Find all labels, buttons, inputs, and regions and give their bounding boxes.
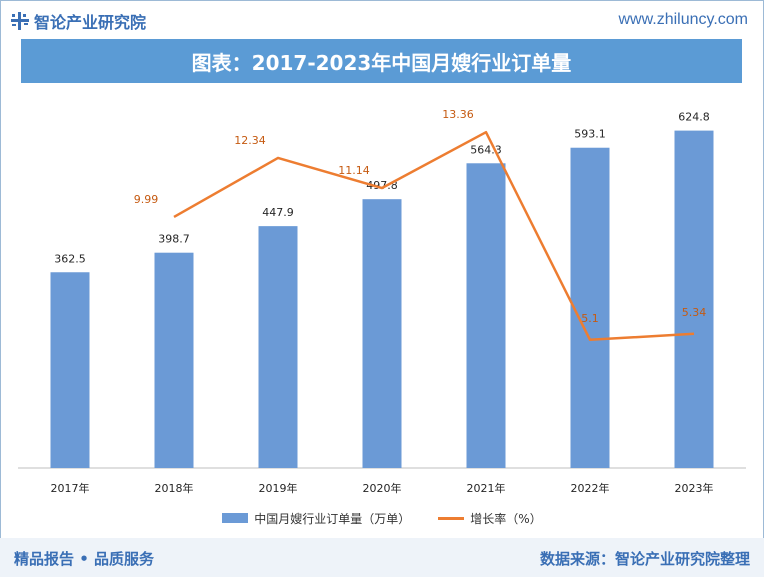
bar [154,252,194,468]
growth-rate-label: 11.14 [338,164,370,177]
top-bar: 智论产业研究院 www.zhiluncy.com [0,0,764,40]
x-tick-label: 2019年 [259,481,298,495]
bar [258,226,298,468]
legend-line-swatch [438,516,465,520]
bar-value-label: 447.9 [262,206,294,219]
bar-value-label: 624.8 [678,111,710,124]
growth-rate-label: 5.34 [682,306,707,319]
footer-source: 数据来源：智论产业研究院整理 [539,550,750,568]
footer-slogan: 精品报告 • 品质服务 [14,550,155,568]
chart-title: 图表：2017-2023年中国月嫂行业订单量 [191,50,572,75]
growth-rate-label: 9.99 [134,193,159,206]
x-tick-label: 2018年 [155,481,194,495]
legend: 中国月嫂行业订单量（万单） 增长率（%） [0,508,764,528]
legend-item-line[interactable]: 增长率（%） [438,510,542,527]
brand[interactable]: 智论产业研究院 [10,9,146,33]
legend-line-label: 增长率（%） [470,511,542,526]
bar [674,130,714,468]
x-tick-label: 2017年 [51,481,90,495]
brand-name: 智论产业研究院 [34,13,147,32]
growth-rate-line [173,130,695,342]
bar-value-label: 398.7 [158,233,190,246]
legend-bar-label: 中国月嫂行业订单量（万单） [254,511,411,526]
bar [362,199,402,469]
growth-rate-label: 5.1 [581,312,599,325]
site-url-link[interactable]: www.zhiluncy.com [618,11,748,28]
bar [50,272,90,468]
x-tick-label: 2021年 [467,481,506,495]
x-tick-label: 2020年 [363,481,402,495]
bar-value-label: 362.5 [54,252,86,265]
bar [466,163,506,468]
bar [570,147,610,468]
growth-rate-label: 12.34 [234,134,266,147]
x-tick-label: 2022年 [571,481,610,495]
legend-item-bar[interactable]: 中国月嫂行业订单量（万单） [222,510,410,527]
bar-value-label: 593.1 [574,128,606,141]
footer: 精品报告 • 品质服务 数据来源：智论产业研究院整理 [0,538,764,577]
title-band: 图表：2017-2023年中国月嫂行业订单量 [21,39,742,83]
brand-logo-icon [11,12,29,30]
legend-bar-swatch [222,513,249,523]
growth-rate-label: 13.36 [442,108,474,121]
x-tick-label: 2023年 [675,481,714,495]
